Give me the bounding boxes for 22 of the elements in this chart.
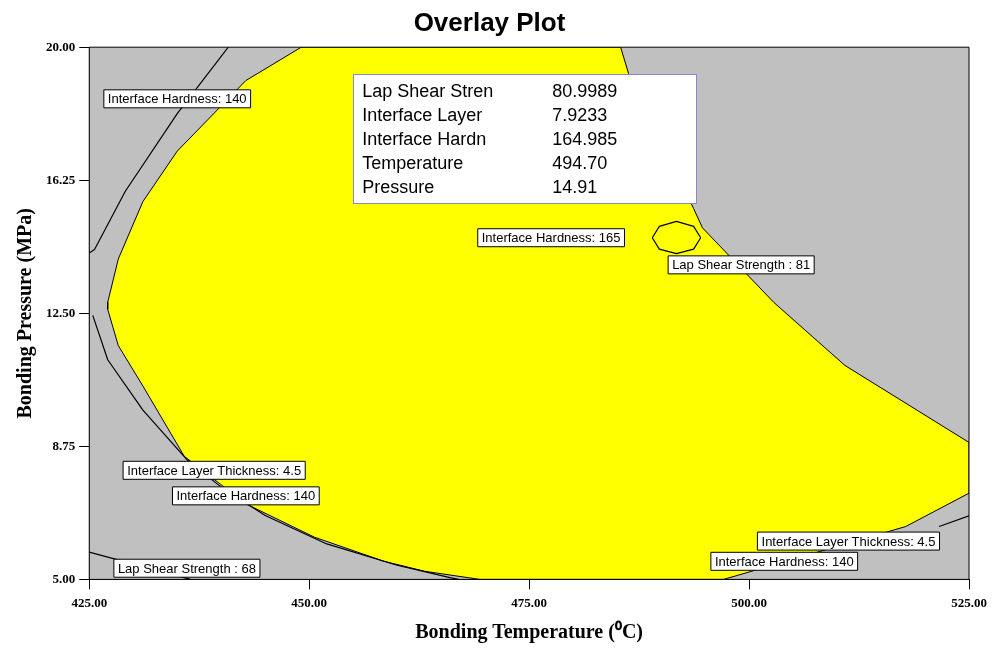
x-tick-label: 500.00 [731,594,767,610]
annotation: Interface Hardness: 165 [481,230,621,246]
x-tick-label: 475.00 [511,594,547,610]
readout-panel: Lap Shear Stren 80.9989 Interface Layer 7.9233 Interface Hardn 164.985 Temperature 494.70 Pressure 14.91 [353,73,698,204]
annotation: Interface Hardness: 140 [107,91,247,107]
y-tick-label: 5.00 [52,570,76,586]
x-tick-label: 525.00 [951,594,987,610]
y-tick-label: 8.75 [52,437,76,453]
annotation: Interface Hardness: 140 [714,553,854,569]
y-axis-title: Bonding Pressure (MPa) [13,208,37,419]
chart-title: Overlay Plot [413,6,566,37]
annotation: Interface Layer Thickness: 4.5 [761,533,936,549]
annotation: Interface Layer Thickness: 4.5 [127,462,302,478]
annotation: Lap Shear Strength : 68 [117,560,256,576]
y-tick-label: 20.00 [46,38,76,54]
annotation: Interface Hardness: 140 [176,488,316,504]
y-tick-label: 12.50 [46,304,76,320]
x-tick-label: 450.00 [291,594,328,610]
annotation: Lap Shear Strength : 81 [672,257,811,273]
x-axis-title: Bonding Temperature (⁰C) [415,620,644,644]
x-tick-label: 425.00 [71,594,108,610]
y-tick-label: 16.25 [46,171,76,187]
